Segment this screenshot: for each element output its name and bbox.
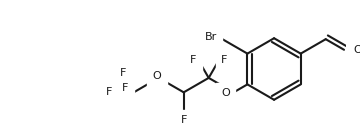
Text: O: O bbox=[152, 71, 161, 81]
Text: F: F bbox=[122, 83, 128, 93]
Text: O: O bbox=[221, 88, 230, 98]
Text: O: O bbox=[354, 45, 360, 55]
Text: Br: Br bbox=[204, 32, 217, 42]
Text: F: F bbox=[180, 115, 187, 125]
Text: F: F bbox=[106, 87, 113, 97]
Text: F: F bbox=[190, 55, 196, 65]
Text: F: F bbox=[120, 68, 126, 79]
Text: F: F bbox=[221, 55, 228, 65]
